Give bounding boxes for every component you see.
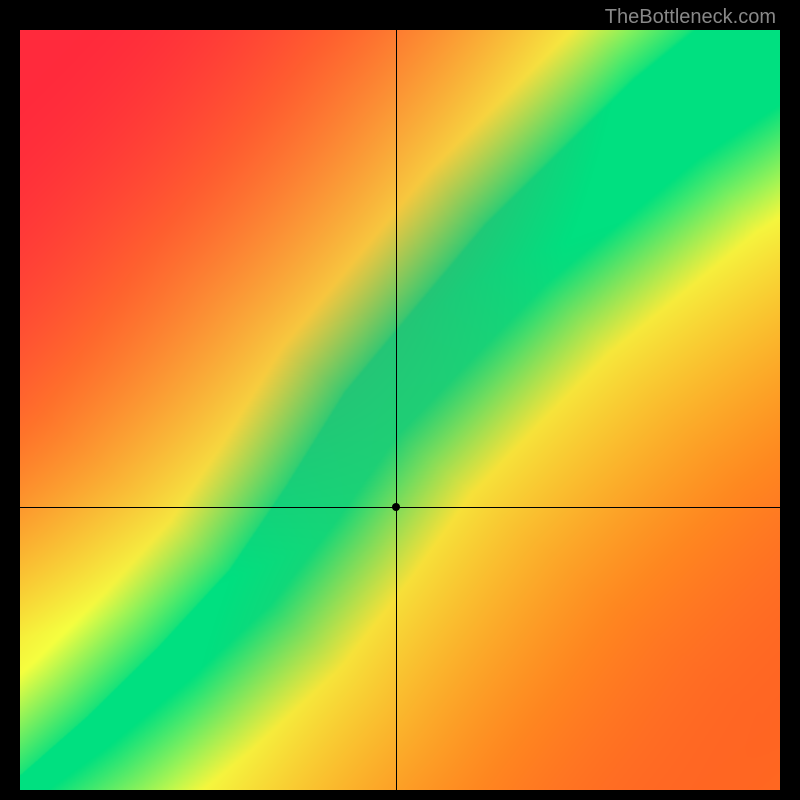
watermark-text: TheBottleneck.com bbox=[605, 6, 776, 29]
crosshair-vertical bbox=[396, 30, 397, 790]
heatmap-canvas bbox=[20, 30, 780, 790]
crosshair-marker bbox=[392, 503, 400, 511]
heatmap-plot bbox=[20, 30, 780, 790]
